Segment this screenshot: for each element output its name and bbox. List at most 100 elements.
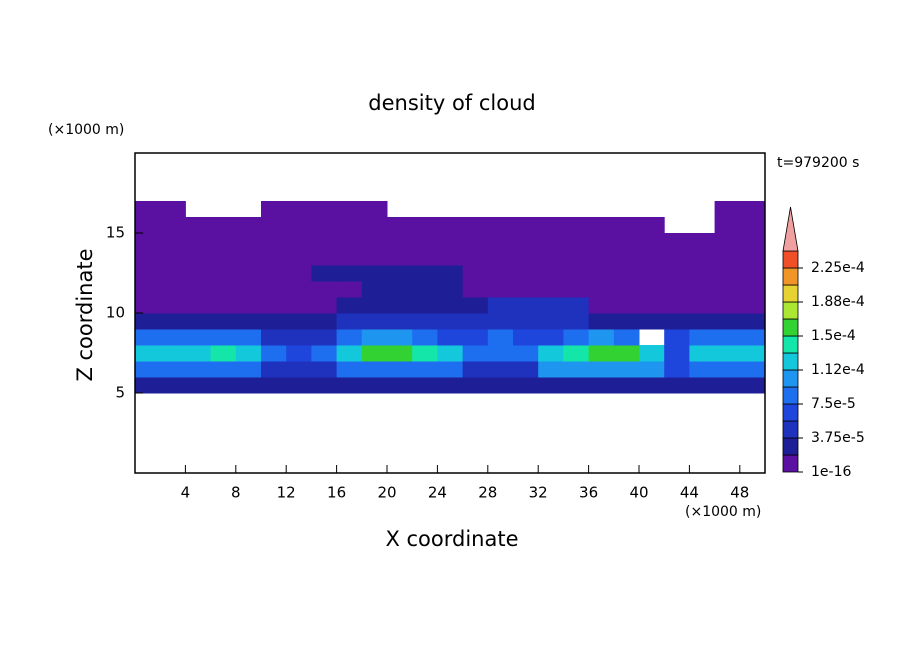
contour-cell bbox=[361, 201, 388, 218]
contour-cell bbox=[261, 377, 287, 394]
contour-cell bbox=[739, 249, 766, 266]
contour-cell bbox=[336, 233, 363, 250]
contour-cell bbox=[311, 361, 338, 378]
colorbar-box bbox=[782, 284, 799, 303]
contour-cell bbox=[487, 297, 514, 314]
contour-cell bbox=[538, 217, 564, 234]
contour-cell bbox=[487, 233, 514, 250]
contour-cell bbox=[210, 233, 237, 250]
contour-cell bbox=[387, 345, 413, 362]
contour-cell bbox=[437, 329, 464, 346]
contour-cell bbox=[513, 281, 539, 298]
contour-cell bbox=[412, 345, 438, 362]
contour-cell bbox=[487, 377, 514, 394]
contour-cell bbox=[588, 361, 615, 378]
contour-cell bbox=[563, 377, 590, 394]
contour-cell bbox=[387, 361, 413, 378]
colorbar-box bbox=[782, 318, 799, 337]
contour-cell bbox=[538, 297, 564, 314]
contour-cell bbox=[739, 313, 766, 330]
contour-cell bbox=[387, 265, 413, 282]
contour-cell bbox=[714, 233, 741, 250]
contour-cell bbox=[387, 217, 413, 234]
contour-cell bbox=[487, 281, 514, 298]
colorbar-extension bbox=[782, 206, 799, 252]
contour-cell bbox=[664, 297, 690, 314]
contour-cell bbox=[588, 313, 615, 330]
contour-cell bbox=[689, 329, 716, 346]
x-tick-label: 40 bbox=[629, 484, 648, 502]
annotation: t=979200 s bbox=[777, 155, 859, 171]
contour-cell bbox=[513, 265, 539, 282]
contour-cell bbox=[613, 217, 640, 234]
contour-cell bbox=[311, 233, 338, 250]
contour-cell bbox=[387, 281, 413, 298]
contour-cell bbox=[613, 281, 640, 298]
contour-cell bbox=[487, 265, 514, 282]
contour-cell bbox=[336, 265, 363, 282]
y-tick-label: 5 bbox=[115, 384, 125, 402]
contour-cell bbox=[210, 345, 237, 362]
contour-cell bbox=[311, 201, 338, 218]
contour-cell bbox=[739, 361, 766, 378]
contour-cell bbox=[689, 233, 716, 250]
contour-cell bbox=[639, 217, 665, 234]
contour-cell bbox=[160, 313, 186, 330]
contour-cell bbox=[462, 281, 489, 298]
x-tick-label: 36 bbox=[579, 484, 598, 502]
contour-cell bbox=[135, 233, 161, 250]
x-tick-label: 4 bbox=[181, 484, 191, 502]
contour-cell bbox=[613, 345, 640, 362]
contour-cell bbox=[311, 377, 338, 394]
contour-cell bbox=[412, 217, 438, 234]
contour-cell bbox=[538, 377, 564, 394]
contour-cell bbox=[639, 233, 665, 250]
contour-cell bbox=[739, 345, 766, 362]
contour-cell bbox=[563, 233, 590, 250]
contour-cell bbox=[387, 233, 413, 250]
contour-cell bbox=[185, 345, 212, 362]
contour-cell bbox=[714, 329, 741, 346]
contour-cell bbox=[664, 281, 690, 298]
contour-cell bbox=[336, 217, 363, 234]
contour-cell bbox=[160, 297, 186, 314]
contour-cell bbox=[135, 329, 161, 346]
contour-cell bbox=[588, 233, 615, 250]
contour-cell bbox=[588, 377, 615, 394]
contour-cell bbox=[613, 361, 640, 378]
contour-cell bbox=[714, 201, 741, 218]
contour-cell bbox=[739, 233, 766, 250]
contour-cell bbox=[513, 233, 539, 250]
contour-cell bbox=[563, 361, 590, 378]
contour-cell bbox=[286, 361, 312, 378]
contour-cell bbox=[487, 249, 514, 266]
contour-cell bbox=[739, 201, 766, 218]
contour-cell bbox=[588, 217, 615, 234]
contour-cell bbox=[437, 281, 464, 298]
contour-cell bbox=[639, 297, 665, 314]
contour-cell bbox=[361, 281, 388, 298]
contour-cell bbox=[739, 297, 766, 314]
contour-cell bbox=[160, 249, 186, 266]
contour-cell bbox=[462, 297, 489, 314]
contour-cell bbox=[210, 265, 237, 282]
contour-cell bbox=[588, 281, 615, 298]
contour-cell bbox=[286, 377, 312, 394]
contour-cell bbox=[513, 377, 539, 394]
contour-cell bbox=[412, 377, 438, 394]
contour-cell bbox=[714, 249, 741, 266]
contour-cell bbox=[336, 329, 363, 346]
contour-cell bbox=[135, 281, 161, 298]
contour-cell bbox=[210, 313, 237, 330]
contour-cell bbox=[412, 329, 438, 346]
contour-cell bbox=[336, 361, 363, 378]
contour-cell bbox=[185, 281, 212, 298]
contour-cell bbox=[613, 233, 640, 250]
contour-cell bbox=[714, 217, 741, 234]
contour-cell bbox=[513, 361, 539, 378]
contour-cell bbox=[361, 249, 388, 266]
contour-cell bbox=[160, 329, 186, 346]
contour-cell bbox=[210, 361, 237, 378]
contour-cell bbox=[689, 377, 716, 394]
contour-cell bbox=[613, 313, 640, 330]
